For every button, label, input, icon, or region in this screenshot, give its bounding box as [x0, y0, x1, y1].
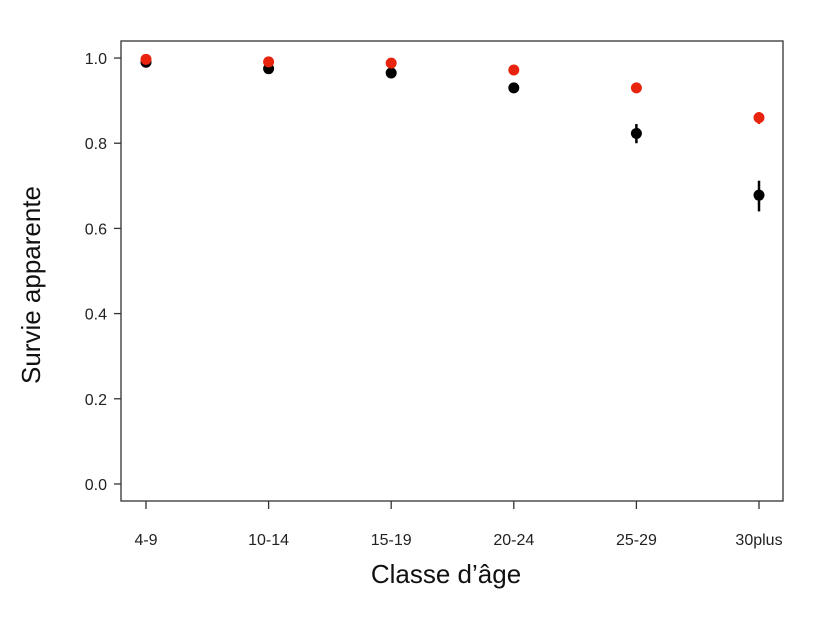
data-point: [508, 64, 520, 76]
data-point: [140, 53, 152, 65]
x-tick-label: 15-19: [371, 532, 412, 549]
y-tick-label: 0.8: [85, 136, 107, 153]
data-point: [508, 82, 520, 94]
x-tick-label: 4-9: [134, 532, 157, 549]
x-tick-label: 25-29: [616, 532, 657, 549]
x-axis-title: Classe d’âge: [371, 559, 521, 589]
y-tick-label: 0.4: [85, 307, 107, 324]
y-axis-title: Survie apparente: [16, 186, 46, 384]
x-tick-label: 10-14: [248, 532, 289, 549]
plot-frame: [120, 40, 784, 502]
data-point: [753, 189, 765, 201]
x-axis: 4-9 10-14 15-19 20-24 25-29 30plus: [134, 501, 783, 549]
data-point: [630, 127, 642, 139]
y-tick-label: 0.6: [85, 221, 107, 238]
x-tick-label: 20-24: [493, 532, 534, 549]
data-point: [630, 82, 642, 94]
data-point: [753, 112, 765, 124]
y-tick-label: 1.0: [85, 51, 107, 68]
data-marks: [140, 53, 765, 212]
data-point: [385, 67, 397, 79]
y-tick-label: 0.2: [85, 392, 107, 409]
x-tick-label: 30plus: [735, 532, 782, 549]
y-tick-label: 0.0: [85, 477, 107, 494]
y-axis: 0.0 0.2 0.4 0.6 0.8 1.0: [85, 51, 121, 494]
data-point: [263, 56, 275, 68]
data-point: [385, 57, 397, 69]
